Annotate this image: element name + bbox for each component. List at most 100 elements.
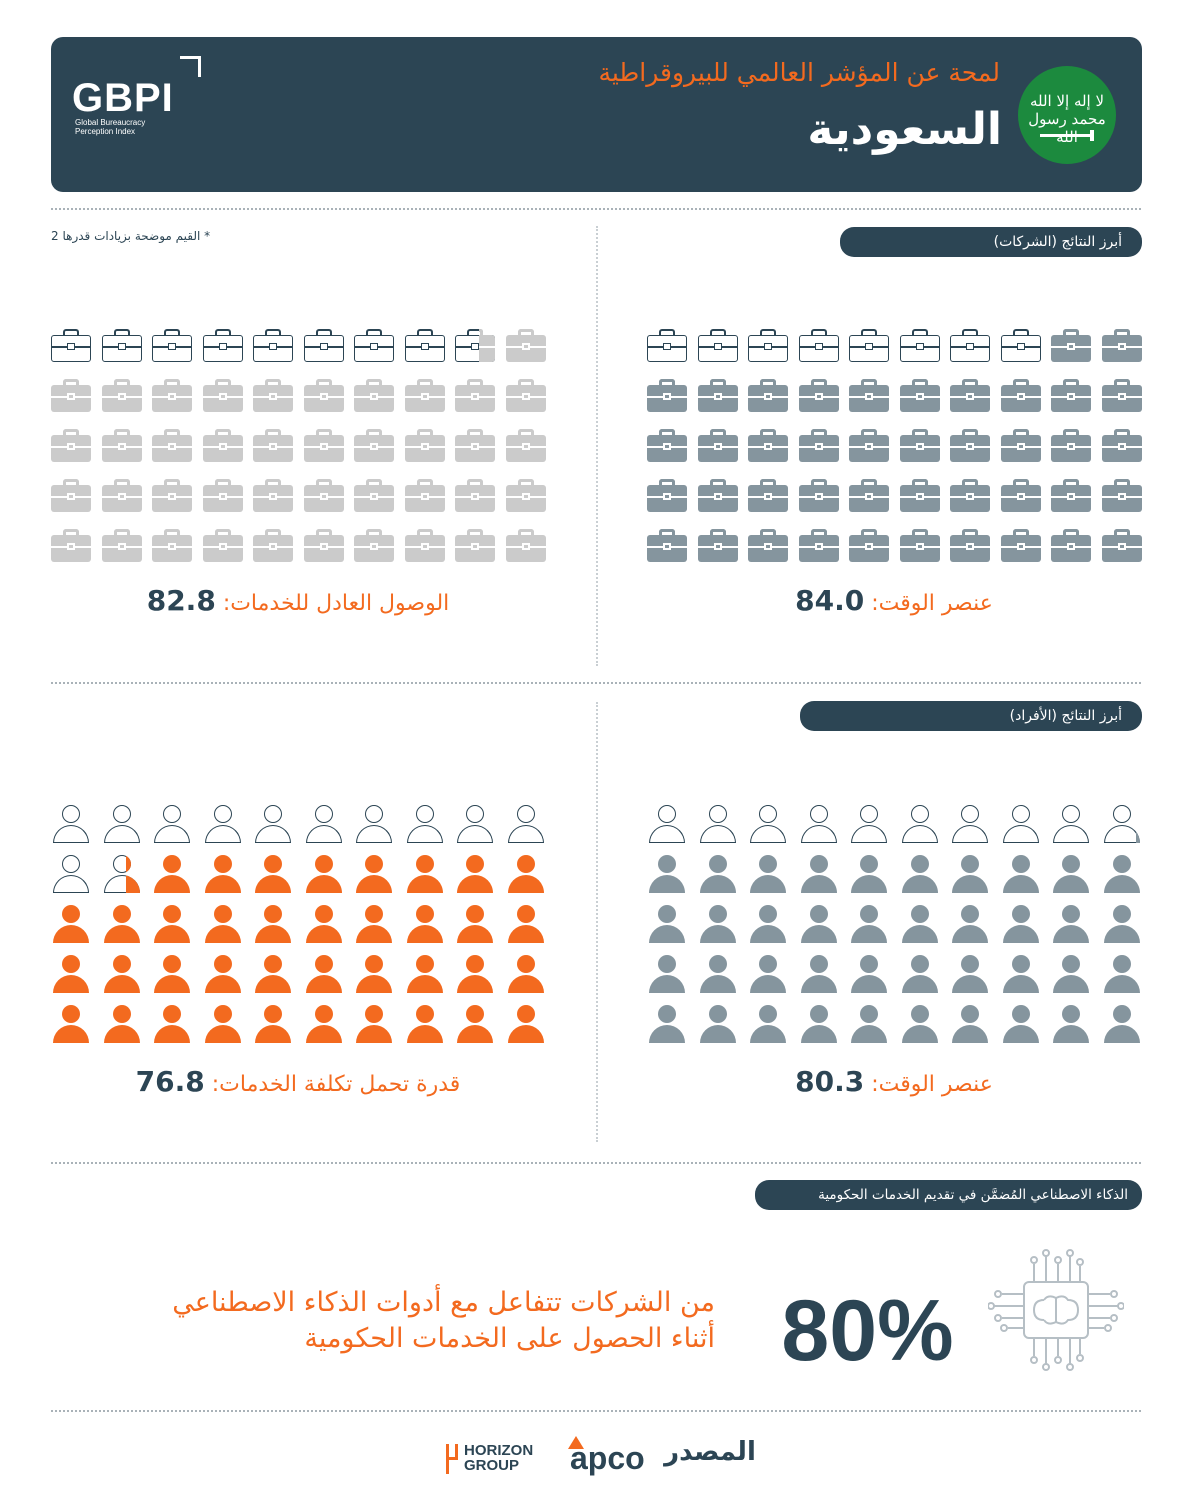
businesses-fair-access-label-text: الوصول العادل للخدمات: bbox=[222, 591, 450, 616]
person-icon bbox=[1102, 804, 1142, 844]
businesses-fair-access-value: 82.8 bbox=[146, 584, 216, 617]
person-icon bbox=[304, 904, 344, 944]
briefcase-icon bbox=[849, 476, 889, 516]
briefcase-icon bbox=[505, 326, 546, 366]
briefcase-icon bbox=[303, 376, 344, 416]
briefcase-icon bbox=[51, 376, 91, 416]
person-icon bbox=[102, 954, 142, 994]
briefcase-icon bbox=[404, 326, 445, 366]
briefcase-icon bbox=[354, 376, 394, 416]
briefcase-icon bbox=[253, 326, 293, 366]
person-icon bbox=[253, 804, 293, 844]
ai-description-line-1: من الشركات تتفاعل مع أدوات الذكاء الاصطن… bbox=[172, 1287, 715, 1318]
person-icon bbox=[51, 1004, 91, 1044]
briefcase-icon bbox=[152, 376, 192, 416]
person-icon bbox=[405, 904, 445, 944]
person-icon bbox=[152, 804, 192, 844]
person-icon bbox=[698, 904, 738, 944]
individuals-time-icon-grid bbox=[647, 804, 1142, 1044]
person-icon bbox=[354, 854, 394, 894]
briefcase-icon bbox=[899, 526, 940, 566]
briefcase-icon bbox=[404, 376, 445, 416]
briefcase-icon bbox=[849, 326, 889, 366]
briefcase-icon bbox=[899, 426, 940, 466]
person-icon bbox=[203, 954, 243, 994]
briefcase-icon bbox=[303, 526, 344, 566]
person-icon bbox=[1102, 1004, 1142, 1044]
briefcase-icon bbox=[303, 326, 344, 366]
briefcase-icon bbox=[303, 426, 344, 466]
person-icon bbox=[698, 854, 738, 894]
briefcase-icon bbox=[152, 326, 192, 366]
divider bbox=[51, 1410, 1141, 1412]
briefcase-icon bbox=[899, 326, 940, 366]
person-icon bbox=[698, 804, 738, 844]
briefcase-icon bbox=[647, 526, 687, 566]
person-icon bbox=[455, 804, 495, 844]
person-icon bbox=[849, 1004, 889, 1044]
briefcase-icon bbox=[950, 376, 990, 416]
person-icon bbox=[354, 804, 394, 844]
person-icon bbox=[405, 804, 445, 844]
briefcase-icon bbox=[51, 476, 91, 516]
person-icon bbox=[253, 854, 293, 894]
person-icon bbox=[203, 854, 243, 894]
person-icon bbox=[900, 854, 940, 894]
briefcase-icon bbox=[697, 326, 738, 366]
person-icon bbox=[203, 904, 243, 944]
businesses-section-pill: أبرز النتائج (الشركات) bbox=[840, 227, 1142, 257]
briefcase-icon bbox=[101, 426, 142, 466]
briefcase-icon bbox=[1101, 326, 1142, 366]
individuals-affordability-icon-grid bbox=[51, 804, 546, 1044]
briefcase-icon bbox=[202, 326, 243, 366]
briefcase-icon bbox=[748, 326, 788, 366]
person-icon bbox=[405, 1004, 445, 1044]
briefcase-icon bbox=[697, 426, 738, 466]
horizon-group-logo: HORIZON GROUP bbox=[464, 1443, 533, 1473]
flag-sword-hilt-icon bbox=[1090, 130, 1094, 141]
person-icon bbox=[253, 1004, 293, 1044]
briefcase-icon bbox=[253, 376, 293, 416]
gbpi-logo: GBPI bbox=[72, 76, 174, 120]
briefcase-icon bbox=[798, 526, 839, 566]
briefcase-icon bbox=[505, 376, 546, 416]
person-icon bbox=[455, 904, 495, 944]
briefcase-icon bbox=[202, 426, 243, 466]
businesses-time-label-text: عنصر الوقت: bbox=[871, 591, 993, 616]
briefcase-icon bbox=[849, 376, 889, 416]
person-icon bbox=[799, 854, 839, 894]
person-icon bbox=[950, 804, 990, 844]
person-icon bbox=[354, 954, 394, 994]
briefcase-icon bbox=[202, 376, 243, 416]
briefcase-icon bbox=[1000, 426, 1041, 466]
briefcase-icon bbox=[354, 526, 394, 566]
person-icon bbox=[506, 1004, 546, 1044]
flag-sword-icon bbox=[1040, 134, 1092, 137]
person-icon bbox=[304, 804, 344, 844]
individuals-section-pill: أبرز النتائج (الأفراد) bbox=[800, 701, 1142, 731]
briefcase-icon bbox=[404, 526, 445, 566]
person-icon bbox=[900, 1004, 940, 1044]
person-icon bbox=[1001, 854, 1041, 894]
ai-percent-value: 80% bbox=[781, 1283, 954, 1379]
briefcase-icon bbox=[1051, 326, 1091, 366]
person-icon bbox=[354, 1004, 394, 1044]
person-icon bbox=[698, 1004, 738, 1044]
businesses-fair-access-label: الوصول العادل للخدمات: 82.8 bbox=[51, 584, 545, 617]
divider bbox=[51, 682, 1141, 684]
briefcase-icon bbox=[1000, 376, 1041, 416]
person-icon bbox=[647, 804, 687, 844]
person-icon bbox=[799, 1004, 839, 1044]
briefcase-icon bbox=[253, 526, 293, 566]
briefcase-icon bbox=[1051, 526, 1091, 566]
briefcase-icon bbox=[647, 326, 687, 366]
briefcase-icon bbox=[1101, 476, 1142, 516]
person-icon bbox=[102, 1004, 142, 1044]
briefcase-icon bbox=[1000, 326, 1041, 366]
businesses-time-value: 84.0 bbox=[795, 584, 865, 617]
person-icon bbox=[849, 904, 889, 944]
person-icon bbox=[455, 1004, 495, 1044]
horizon-logo-line-1: HORIZON bbox=[464, 1442, 534, 1459]
briefcase-icon bbox=[1051, 376, 1091, 416]
person-icon bbox=[1102, 904, 1142, 944]
